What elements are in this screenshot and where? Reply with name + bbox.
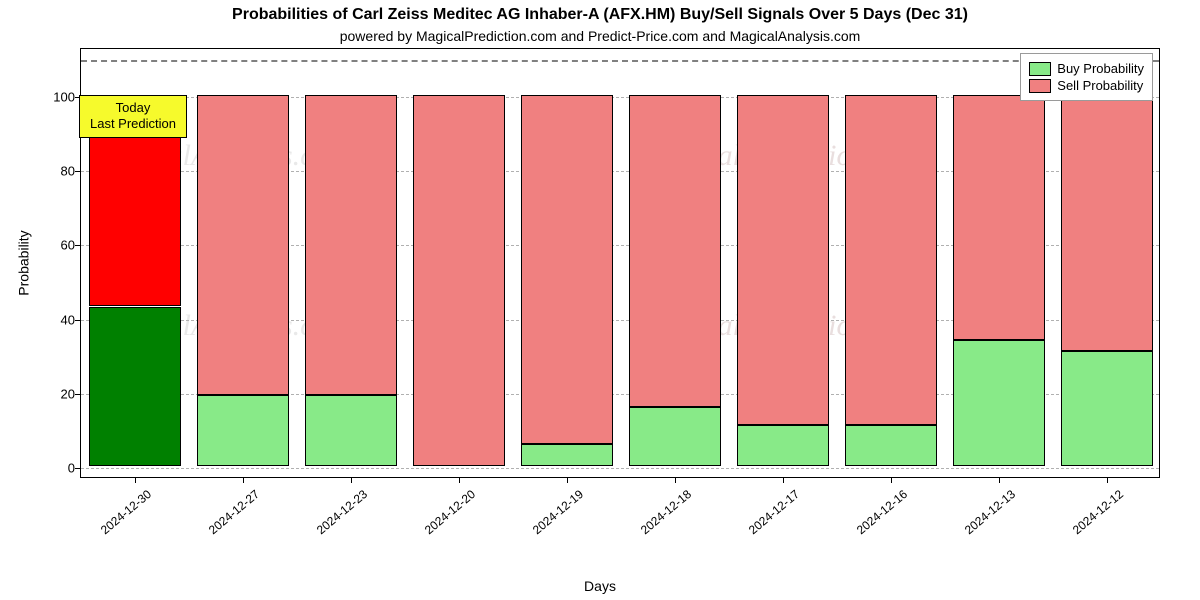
y-tick-mark — [75, 468, 81, 469]
legend: Buy Probability Sell Probability — [1020, 53, 1153, 101]
legend-label: Sell Probability — [1057, 78, 1143, 93]
x-tick-mark — [135, 477, 136, 483]
legend-item: Sell Probability — [1029, 78, 1144, 93]
bar-slot — [845, 49, 938, 477]
x-tick-mark — [567, 477, 568, 483]
bar-sell — [1061, 95, 1154, 351]
legend-label: Buy Probability — [1057, 61, 1144, 76]
bar-buy — [197, 395, 290, 465]
x-tick-mark — [999, 477, 1000, 483]
today-callout: TodayLast Prediction — [79, 95, 187, 138]
x-tick-label: 2024-12-17 — [739, 487, 802, 543]
x-tick-label: 2024-12-13 — [955, 487, 1018, 543]
x-tick-mark — [243, 477, 244, 483]
x-tick-label: 2024-12-20 — [415, 487, 478, 543]
bar-slot — [1061, 49, 1154, 477]
bar-slot — [737, 49, 830, 477]
bar-slot — [953, 49, 1046, 477]
x-tick-label: 2024-12-23 — [307, 487, 370, 543]
y-tick-mark — [75, 245, 81, 246]
bar-slot — [521, 49, 614, 477]
y-tick-label: 40 — [61, 312, 75, 327]
x-tick-label: 2024-12-27 — [199, 487, 262, 543]
y-tick-label: 80 — [61, 164, 75, 179]
y-tick-mark — [75, 171, 81, 172]
legend-swatch — [1029, 62, 1051, 76]
y-tick-label: 100 — [53, 90, 75, 105]
legend-swatch — [1029, 79, 1051, 93]
x-tick-mark — [1107, 477, 1108, 483]
bar-slot — [629, 49, 722, 477]
bar-sell — [737, 95, 830, 425]
y-tick-mark — [75, 320, 81, 321]
bar-buy — [953, 340, 1046, 466]
bar-sell — [197, 95, 290, 395]
bar-slot — [305, 49, 398, 477]
bar-buy — [629, 407, 722, 466]
x-tick-label: 2024-12-18 — [631, 487, 694, 543]
bar-buy — [737, 425, 830, 466]
bar-buy — [89, 307, 182, 466]
callout-line: Last Prediction — [90, 116, 176, 132]
x-tick-mark — [891, 477, 892, 483]
bar-buy — [521, 444, 614, 466]
y-tick-label: 60 — [61, 238, 75, 253]
bar-sell — [413, 95, 506, 466]
x-tick-label: 2024-12-19 — [523, 487, 586, 543]
bar-sell — [305, 95, 398, 395]
bar-sell — [845, 95, 938, 425]
callout-line: Today — [90, 100, 176, 116]
bar-sell — [629, 95, 722, 406]
bar-buy — [305, 395, 398, 465]
x-tick-mark — [675, 477, 676, 483]
y-tick-label: 20 — [61, 386, 75, 401]
bar-sell — [953, 95, 1046, 340]
x-axis-title: Days — [0, 578, 1200, 594]
bar-buy — [845, 425, 938, 466]
chart-title: Probabilities of Carl Zeiss Meditec AG I… — [0, 6, 1200, 24]
plot-area: MagicalAnalysis.comMagicalPrediction.com… — [80, 48, 1160, 478]
chart-subtitle: powered by MagicalPrediction.com and Pre… — [0, 28, 1200, 44]
bar-slot — [413, 49, 506, 477]
x-tick-mark — [459, 477, 460, 483]
x-tick-mark — [351, 477, 352, 483]
x-tick-label: 2024-12-12 — [1063, 487, 1126, 543]
y-tick-mark — [75, 394, 81, 395]
bar-slot — [197, 49, 290, 477]
bar-buy — [1061, 351, 1154, 466]
x-tick-label: 2024-12-30 — [91, 487, 154, 543]
y-axis-title: Probability — [14, 48, 34, 478]
x-tick-label: 2024-12-16 — [847, 487, 910, 543]
y-tick-label: 0 — [68, 460, 75, 475]
chart-container: Probabilities of Carl Zeiss Meditec AG I… — [0, 0, 1200, 600]
bar-sell — [521, 95, 614, 443]
x-tick-mark — [783, 477, 784, 483]
legend-item: Buy Probability — [1029, 61, 1144, 76]
